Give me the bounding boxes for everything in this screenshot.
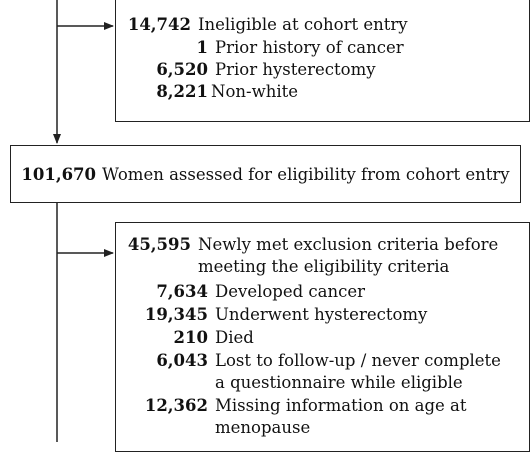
exclusion-box: 45,595 Newly met exclusion criteria befo… <box>115 222 530 452</box>
assessed-row: 101,670 Women assessed for eligibility f… <box>11 146 520 202</box>
count: 6,043 <box>156 351 208 370</box>
label: Lost to follow-up / never complete <box>215 351 501 370</box>
label: Ineligible at cohort entry <box>198 15 408 34</box>
count: 210 <box>173 328 208 347</box>
count: 12,362 <box>144 396 208 415</box>
label: meeting the eligibility criteria <box>198 257 450 276</box>
count: 19,345 <box>144 305 208 324</box>
label: Died <box>215 328 254 347</box>
ineligible-box: 14,742 Ineligible at cohort entry 1 Prio… <box>115 0 530 122</box>
count: 1 <box>196 38 208 57</box>
count: 8,221 <box>156 82 208 101</box>
label: Newly met exclusion criteria before <box>198 235 499 254</box>
label: Underwent hysterectomy <box>215 305 428 324</box>
count: 101,670 <box>21 164 97 184</box>
label: a questionnaire while eligible <box>215 373 463 392</box>
count: 14,742 <box>127 15 191 34</box>
assessed-box: 101,670 Women assessed for eligibility f… <box>10 145 521 203</box>
count: 45,595 <box>127 235 191 254</box>
label: Women assessed for eligibility from coho… <box>102 164 510 184</box>
flow-diagram: 14,742 Ineligible at cohort entry 1 Prio… <box>10 0 530 452</box>
label: Non-white <box>211 82 298 101</box>
label: Missing information on age at <box>215 396 467 415</box>
count: 6,520 <box>156 60 208 79</box>
label: Prior history of cancer <box>215 38 404 57</box>
connector-lines <box>53 0 114 442</box>
count: 7,634 <box>156 282 208 301</box>
label: Developed cancer <box>215 282 366 301</box>
label: Prior hysterectomy <box>215 60 376 79</box>
label: menopause <box>215 418 311 437</box>
